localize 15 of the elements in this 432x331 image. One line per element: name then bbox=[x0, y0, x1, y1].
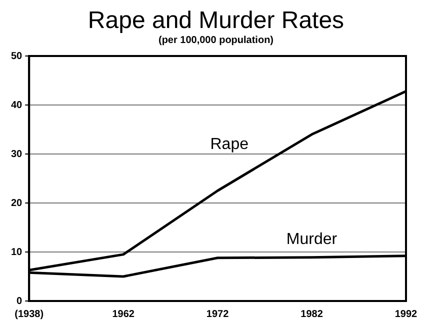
x-tick-label: 1972 bbox=[206, 308, 230, 320]
y-tick-label: 20 bbox=[11, 198, 23, 209]
chart-subtitle: (per 100,000 population) bbox=[157, 34, 275, 47]
y-tick-label: 40 bbox=[11, 100, 23, 111]
y-tick-label: 50 bbox=[11, 50, 23, 62]
x-tick-label: 1992 bbox=[394, 308, 418, 320]
x-tick-label: 1962 bbox=[112, 308, 135, 320]
chart-title: Rape and Murder Rates bbox=[86, 7, 346, 34]
y-tick-label: 10 bbox=[11, 246, 23, 258]
y-tick-label: 30 bbox=[11, 148, 23, 160]
x-tick-label: (1938) bbox=[14, 308, 44, 320]
x-tick-label: 1982 bbox=[300, 308, 324, 320]
y-tick-label: 0 bbox=[16, 296, 23, 307]
series-label: Murder bbox=[286, 230, 338, 248]
series-label: Rape bbox=[210, 136, 249, 153]
